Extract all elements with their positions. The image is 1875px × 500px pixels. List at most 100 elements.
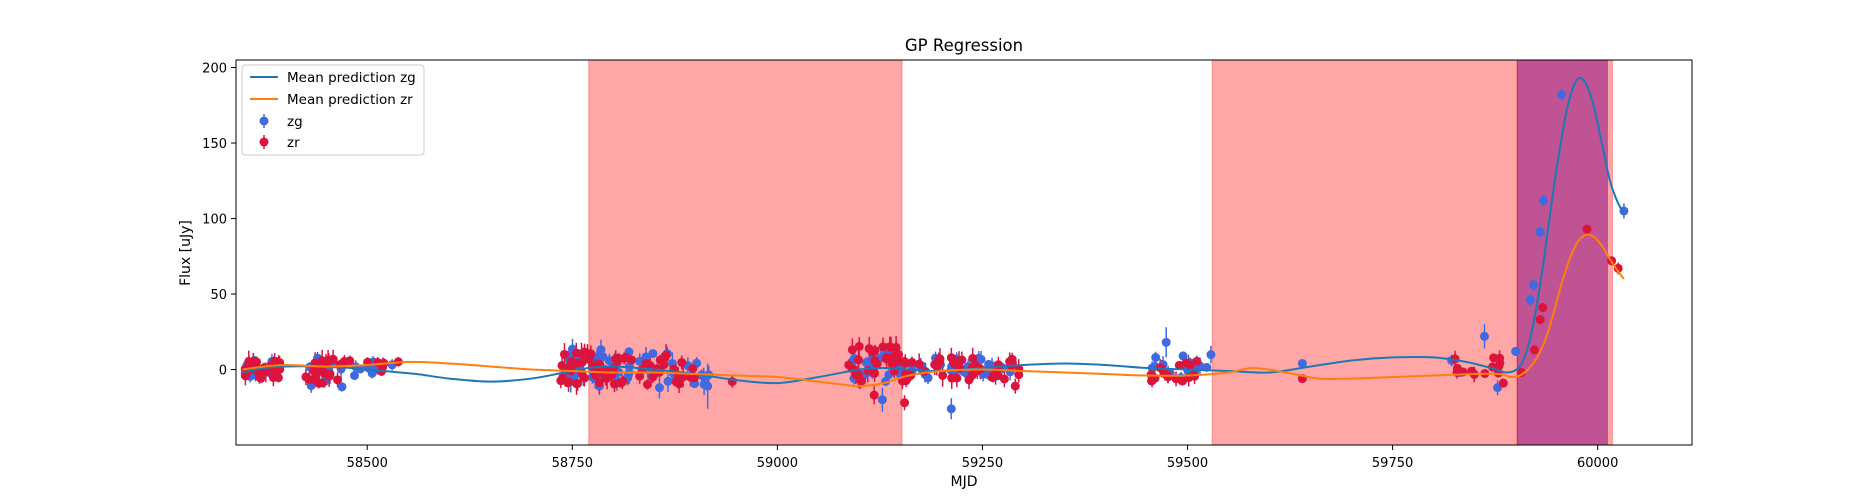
x-axis-ticks: 58500 58750 59000 59250 59500 59750 60000	[347, 445, 1618, 471]
chart-title: GP Regression	[905, 36, 1023, 55]
x-tick-label: 59000	[757, 456, 798, 471]
zg-point	[337, 382, 347, 392]
zr-point	[688, 364, 698, 374]
zr-point	[689, 373, 699, 383]
red-span-1	[1211, 59, 1518, 446]
zr-point	[611, 354, 621, 364]
zg-point	[654, 383, 664, 393]
zr-point	[872, 359, 882, 369]
zr-point	[854, 355, 864, 365]
zr-point	[556, 376, 566, 386]
x-tick-label: 60000	[1577, 456, 1618, 471]
x-tick-label: 58500	[347, 456, 388, 471]
zr-point	[1535, 315, 1545, 325]
zr-point	[314, 378, 324, 388]
zg-point	[1529, 280, 1539, 290]
zr-point	[1010, 381, 1020, 391]
legend-label-zr-line: Mean prediction zr	[287, 92, 413, 108]
zr-point	[1538, 303, 1548, 313]
zr-point	[252, 357, 262, 367]
zr-point	[901, 376, 911, 386]
y-axis-ticks: 0 50 100 150 200	[202, 62, 236, 379]
zg-point	[703, 381, 713, 391]
zr-point	[590, 370, 600, 380]
zr-point	[659, 360, 669, 370]
zg-point	[1297, 358, 1307, 368]
zr-point	[559, 349, 569, 359]
x-tick-label: 59750	[1372, 456, 1413, 471]
zg-point	[1557, 90, 1567, 100]
zr-point	[847, 345, 857, 355]
zr-point	[619, 353, 629, 363]
zg-point	[1178, 351, 1188, 361]
zg-point	[641, 352, 651, 362]
legend-marker-zr	[259, 137, 269, 147]
zr-point	[900, 398, 910, 408]
zr-point	[893, 357, 903, 367]
zg-point	[1151, 352, 1161, 362]
zg-point	[946, 404, 956, 414]
zr-point	[935, 354, 945, 364]
zr-point	[573, 358, 583, 368]
zr-point	[256, 373, 266, 383]
zg-point	[594, 351, 604, 361]
y-axis-label: Flux [uJy]	[178, 220, 194, 286]
zr-point	[1613, 263, 1623, 273]
zg-point	[1535, 227, 1545, 237]
zr-point	[993, 371, 1003, 381]
zr-point	[881, 354, 891, 364]
y-tick-label: 150	[202, 137, 227, 152]
legend-label-zr: zr	[287, 135, 300, 151]
zr-point	[671, 377, 681, 387]
zr-point	[1582, 224, 1592, 234]
zr-point	[1147, 376, 1157, 386]
zg-point	[648, 349, 658, 359]
zr-point	[967, 370, 977, 380]
zr-point	[932, 362, 942, 372]
zg-point	[1539, 195, 1549, 205]
y-tick-label: 200	[202, 62, 227, 77]
zr-point	[1489, 353, 1499, 363]
mean-prediction-lines	[242, 77, 1625, 388]
zr-point	[333, 375, 343, 385]
y-tick-label: 0	[219, 364, 227, 379]
x-tick-label: 59500	[1167, 456, 1208, 471]
y-tick-label: 100	[202, 213, 227, 228]
zr-point	[844, 360, 854, 370]
zr-point	[563, 378, 573, 388]
zr-point	[968, 353, 978, 363]
legend: Mean prediction zg Mean prediction zr zg…	[241, 64, 425, 156]
x-tick-label: 58750	[552, 456, 593, 471]
zr-point	[677, 357, 687, 367]
zr-point	[907, 357, 917, 367]
purple-span-3	[1516, 59, 1609, 446]
zr-point	[1014, 370, 1024, 380]
zg-point	[1206, 350, 1216, 360]
zr-point	[617, 377, 627, 387]
zr-point	[268, 372, 278, 382]
zr-point	[244, 357, 254, 367]
zr-point	[867, 347, 877, 357]
zr-point	[854, 341, 864, 351]
zg-point	[1511, 346, 1521, 356]
zg-point	[1525, 295, 1535, 305]
red-span-0	[588, 59, 903, 446]
zr-point	[878, 342, 888, 352]
legend-box	[241, 64, 425, 156]
zr-point	[324, 371, 334, 381]
zr-point	[586, 349, 596, 359]
zr-point	[345, 356, 355, 366]
zr-point	[870, 368, 880, 378]
zr-point	[1530, 345, 1540, 355]
zr-point	[304, 374, 314, 384]
zg-point	[1479, 331, 1489, 341]
zr-point	[594, 378, 604, 388]
zr-point	[952, 373, 962, 383]
legend-label-zg: zg	[287, 114, 303, 130]
zr-point	[573, 378, 583, 388]
zg-point	[1161, 337, 1171, 347]
zr-point	[914, 359, 924, 369]
legend-label-zg-line: Mean prediction zg	[287, 70, 416, 86]
zr-point	[899, 356, 909, 366]
